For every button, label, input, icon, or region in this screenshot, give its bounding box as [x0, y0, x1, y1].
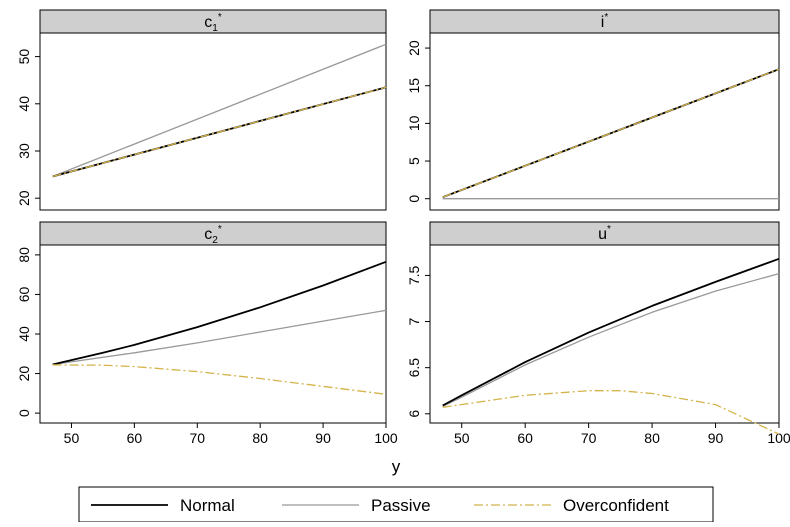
panel-title-main: i — [601, 14, 605, 31]
panel-3: c2* 0 20 40 60 80 50 60 70 80 90 100 — [16, 221, 398, 446]
panel-title-superscript: * — [607, 224, 611, 235]
y-tick-label: 10 — [406, 115, 422, 131]
y-tick-label: 15 — [406, 78, 422, 94]
legend-label-normal: Normal — [180, 496, 235, 515]
x-axis-label: y — [392, 457, 401, 476]
panel-title: i* — [601, 12, 609, 31]
y-tick-label: 20 — [16, 190, 32, 206]
series-line-overconfident — [442, 68, 780, 198]
series-line-passive — [442, 272, 780, 407]
panel-1: c1* 20 30 40 50 — [16, 9, 387, 211]
panel-title-main: c — [204, 14, 212, 31]
x-tick-label: 50 — [454, 430, 470, 446]
panel-title-main: u — [598, 226, 607, 243]
y-tick-label: 40 — [16, 96, 32, 112]
series-line-overconfident — [52, 364, 387, 395]
series-line-overconfident — [442, 390, 780, 435]
panel-title-superscript: * — [218, 224, 222, 235]
x-tick-label: 80 — [252, 430, 268, 446]
x-tick-label: 90 — [315, 430, 331, 446]
y-tick-label: 60 — [16, 286, 32, 302]
panel-title-subscript: 2 — [212, 235, 218, 246]
y-tick-label: 7.5 — [406, 265, 422, 285]
series-line-normal — [52, 260, 387, 366]
x-tick-label: 70 — [189, 430, 205, 446]
y-tick-label: 0 — [406, 195, 422, 203]
series-line-passive — [52, 309, 387, 366]
legend: Normal Passive Overconfident — [78, 486, 714, 523]
panel-title: u* — [598, 224, 611, 243]
y-tick-label: 7 — [406, 317, 422, 325]
legend-label-overconfident: Overconfident — [563, 496, 669, 515]
panel-4: u* 6 6.5 7 7.5 50 60 70 80 90 100 — [406, 221, 790, 446]
y-tick-label: 40 — [16, 326, 32, 342]
series-line-normal — [442, 257, 780, 407]
x-tick-label: 80 — [644, 430, 660, 446]
series-line-passive — [52, 43, 387, 178]
panel-2: i* 0 5 10 15 20 — [406, 9, 780, 211]
x-tick-label: 60 — [127, 430, 143, 446]
series-line-overconfident — [52, 86, 387, 178]
panel-title-superscript: * — [604, 12, 608, 23]
panel-title: c1* — [204, 12, 222, 34]
panel-title: c2* — [204, 224, 222, 246]
x-tick-label: 100 — [767, 430, 790, 446]
plot-frame — [429, 244, 780, 424]
y-tick-label: 80 — [16, 247, 32, 263]
y-tick-label: 5 — [406, 157, 422, 165]
plot-frame — [39, 244, 387, 424]
x-tick-label: 100 — [374, 430, 398, 446]
legend-box — [78, 486, 714, 523]
plot-frame — [429, 32, 780, 211]
y-tick-label: 50 — [16, 49, 32, 65]
panel-title-subscript: 1 — [212, 23, 218, 34]
y-tick-label: 6 — [406, 410, 422, 418]
y-tick-label: 20 — [16, 366, 32, 382]
plot-frame — [39, 32, 387, 211]
x-tick-label: 60 — [517, 430, 533, 446]
x-tick-label: 70 — [581, 430, 597, 446]
panel-title-main: c — [204, 226, 212, 243]
panel-title-superscript: * — [218, 12, 222, 23]
y-tick-label: 30 — [16, 143, 32, 159]
y-tick-label: 6.5 — [406, 358, 422, 378]
legend-label-passive: Passive — [371, 496, 431, 515]
x-tick-label: 50 — [64, 430, 80, 446]
y-tick-label: 0 — [16, 409, 32, 417]
y-tick-label: 20 — [406, 40, 422, 56]
x-tick-label: 90 — [708, 430, 724, 446]
